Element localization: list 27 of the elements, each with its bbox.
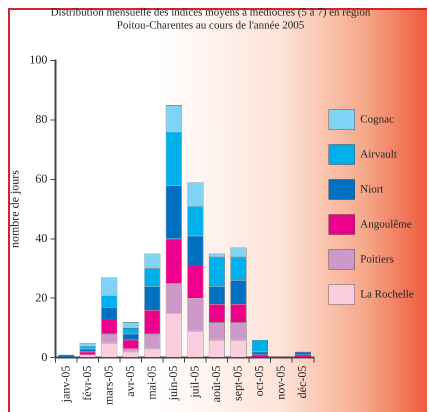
x-tick-label: déc-05: [295, 366, 310, 398]
legend-label: Poitiers: [360, 253, 394, 266]
x-tick-label: févr-05: [80, 366, 94, 401]
x-tick-label: janv-05: [58, 366, 72, 404]
legend-label: Niort: [360, 183, 384, 196]
legend-label: La Rochelle: [360, 288, 414, 300]
x-tick-label: août-05: [209, 366, 224, 402]
x-tick-label: juin-05: [166, 366, 180, 402]
legend-label: Cognac: [360, 113, 394, 126]
x-tick-label: mars-05: [101, 366, 116, 406]
x-tick-label: mai-05: [144, 366, 158, 400]
y-tick-label: 0: [41, 350, 48, 364]
x-tick-label: oct-05: [252, 366, 266, 396]
x-tick-label: juil-05: [187, 366, 202, 399]
x-tick-label: avr-05: [122, 366, 137, 397]
y-tick-label: 60: [35, 171, 48, 186]
y-tick-label: 40: [35, 230, 48, 245]
text: Poitou-Charentes au cours de l'année 2005: [116, 20, 304, 32]
legend-label: Airvault: [360, 148, 397, 160]
y-axis-title: nombre de jours: [7, 170, 22, 248]
x-tick-label: nov-05: [274, 366, 288, 400]
y-tick-label: 20: [35, 290, 48, 304]
x-tick-label: sept-05: [230, 366, 245, 402]
text: Distribution mensuelle des indices moyens à médiocres (5 à 7) en région: [50, 6, 370, 18]
legend-label: Angoulême: [360, 218, 412, 230]
y-tick-label: 80: [35, 112, 48, 126]
y-tick-label: 100: [29, 52, 48, 67]
